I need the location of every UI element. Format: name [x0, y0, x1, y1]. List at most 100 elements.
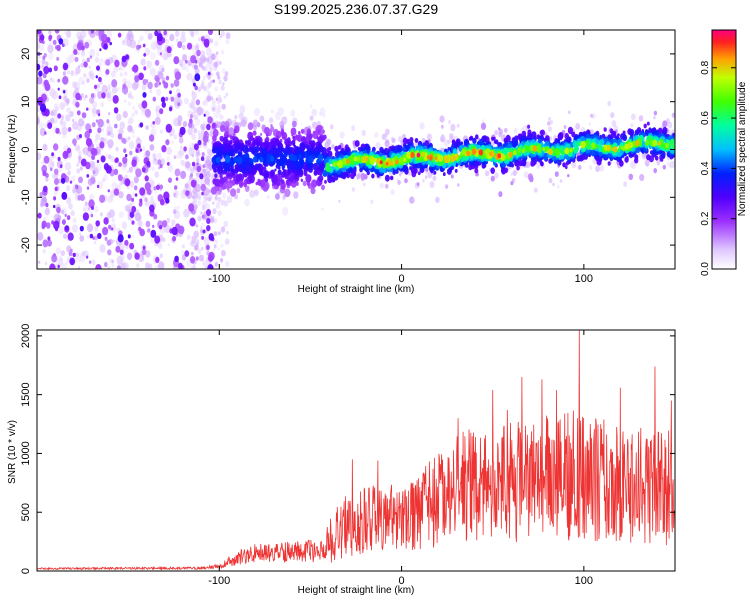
heatmap-cell [517, 147, 521, 152]
heatmap-cell [547, 126, 553, 133]
heatmap-cell [91, 206, 94, 210]
heatmap-cell [196, 165, 202, 173]
heatmap-cell [547, 121, 551, 126]
heatmap-cell [569, 148, 573, 153]
heatmap-cell [190, 31, 195, 38]
heatmap-cell [185, 59, 188, 64]
heatmap-cell [192, 195, 195, 200]
heatmap-cell [170, 96, 175, 102]
heatmap-cell [468, 136, 472, 141]
heatmap-cell [90, 177, 96, 184]
heatmap-cell [226, 134, 229, 138]
heatmap-cell [116, 113, 122, 121]
heatmap-cell [134, 193, 138, 197]
heatmap-cell [283, 151, 288, 158]
heatmap-cell [607, 100, 612, 107]
heatmap-cell [86, 174, 90, 178]
heatmap-cell [548, 178, 553, 184]
heatmap-cell [210, 38, 214, 44]
heatmap-cell [62, 62, 69, 71]
heatmap-cell [142, 92, 147, 98]
heatmap-cell [50, 117, 55, 124]
heatmap-cell [259, 156, 264, 163]
heatmap-cell [385, 161, 389, 166]
heatmap-cell [268, 117, 274, 124]
heatmap-cell [591, 142, 596, 149]
heatmap-cell [321, 184, 325, 191]
figure-title: S199.2025.236.07.37.G29 [274, 1, 438, 17]
heatmap-cell [66, 215, 71, 221]
heatmap-cell [45, 61, 49, 67]
heatmap-cell [165, 197, 170, 204]
heatmap-cell [239, 104, 246, 113]
heatmap-cell [435, 196, 440, 203]
heatmap-cell [197, 195, 201, 201]
heatmap-cell [416, 182, 420, 187]
heatmap-cell [99, 48, 102, 52]
heatmap-cell [191, 133, 197, 140]
heatmap-cell [119, 72, 124, 77]
heatmap-cell [60, 114, 65, 121]
heatmap-cell [324, 180, 327, 184]
heatmap-cell [668, 140, 673, 147]
heatmap-cell [205, 47, 212, 57]
heatmap-cell [127, 101, 132, 106]
heatmap-cell [183, 97, 189, 105]
heatmap-cell [96, 159, 100, 164]
heatmap-cell [96, 52, 100, 57]
heatmap-cell [228, 127, 235, 136]
heatmap-cell [145, 150, 151, 157]
snr-x-ticks: -100 0 100 [208, 330, 593, 587]
heatmap-cell [225, 162, 229, 167]
heatmap-cell [145, 220, 151, 228]
heatmap-cell [218, 131, 222, 136]
heatmap-cell [105, 69, 110, 75]
heatmap-cell [421, 152, 425, 157]
heatmap-cell [207, 197, 212, 202]
heatmap-cell [111, 70, 116, 78]
spectrogram-y-tick-label: 0 [20, 146, 32, 152]
heatmap-cell [217, 247, 220, 251]
heatmap-cell [149, 89, 153, 94]
heatmap-cell [97, 91, 103, 99]
heatmap-cell [118, 211, 124, 219]
heatmap-cell [192, 106, 198, 114]
heatmap-cell [207, 264, 214, 269]
heatmap-cell [620, 145, 624, 150]
heatmap-cell [230, 188, 237, 197]
heatmap-cell [191, 251, 194, 256]
heatmap-cell [356, 174, 360, 180]
heatmap-cell [477, 144, 481, 149]
heatmap-cell [150, 52, 156, 60]
heatmap-cell [37, 30, 42, 35]
heatmap-cell [55, 247, 62, 255]
heatmap-cell [363, 174, 368, 180]
heatmap-cell [165, 139, 170, 146]
heatmap-cell [161, 101, 166, 108]
heatmap-cell [129, 242, 135, 250]
heatmap-cell [82, 146, 89, 156]
heatmap-cell [84, 201, 88, 206]
heatmap-cell [96, 83, 101, 89]
heatmap-cell [141, 145, 146, 152]
heatmap-cell [567, 126, 574, 135]
heatmap-cell [166, 217, 171, 223]
heatmap-cell [58, 38, 64, 45]
heatmap-cell [228, 158, 235, 167]
heatmap-cell [317, 144, 324, 153]
heatmap-cell [100, 127, 105, 133]
heatmap-cell [195, 118, 200, 126]
heatmap-cell [98, 113, 101, 117]
heatmap-cell [308, 155, 314, 163]
heatmap-cell [226, 230, 229, 235]
heatmap-cell [551, 156, 555, 161]
heatmap-cell [295, 147, 300, 153]
heatmap-cell [203, 113, 206, 117]
heatmap-cell [158, 261, 165, 269]
heatmap-cell [218, 97, 223, 103]
heatmap-cell [106, 119, 110, 124]
heatmap-cell [312, 121, 318, 129]
heatmap-cell [606, 144, 611, 152]
heatmap-cell [113, 66, 119, 73]
heatmap-cell [124, 239, 129, 246]
